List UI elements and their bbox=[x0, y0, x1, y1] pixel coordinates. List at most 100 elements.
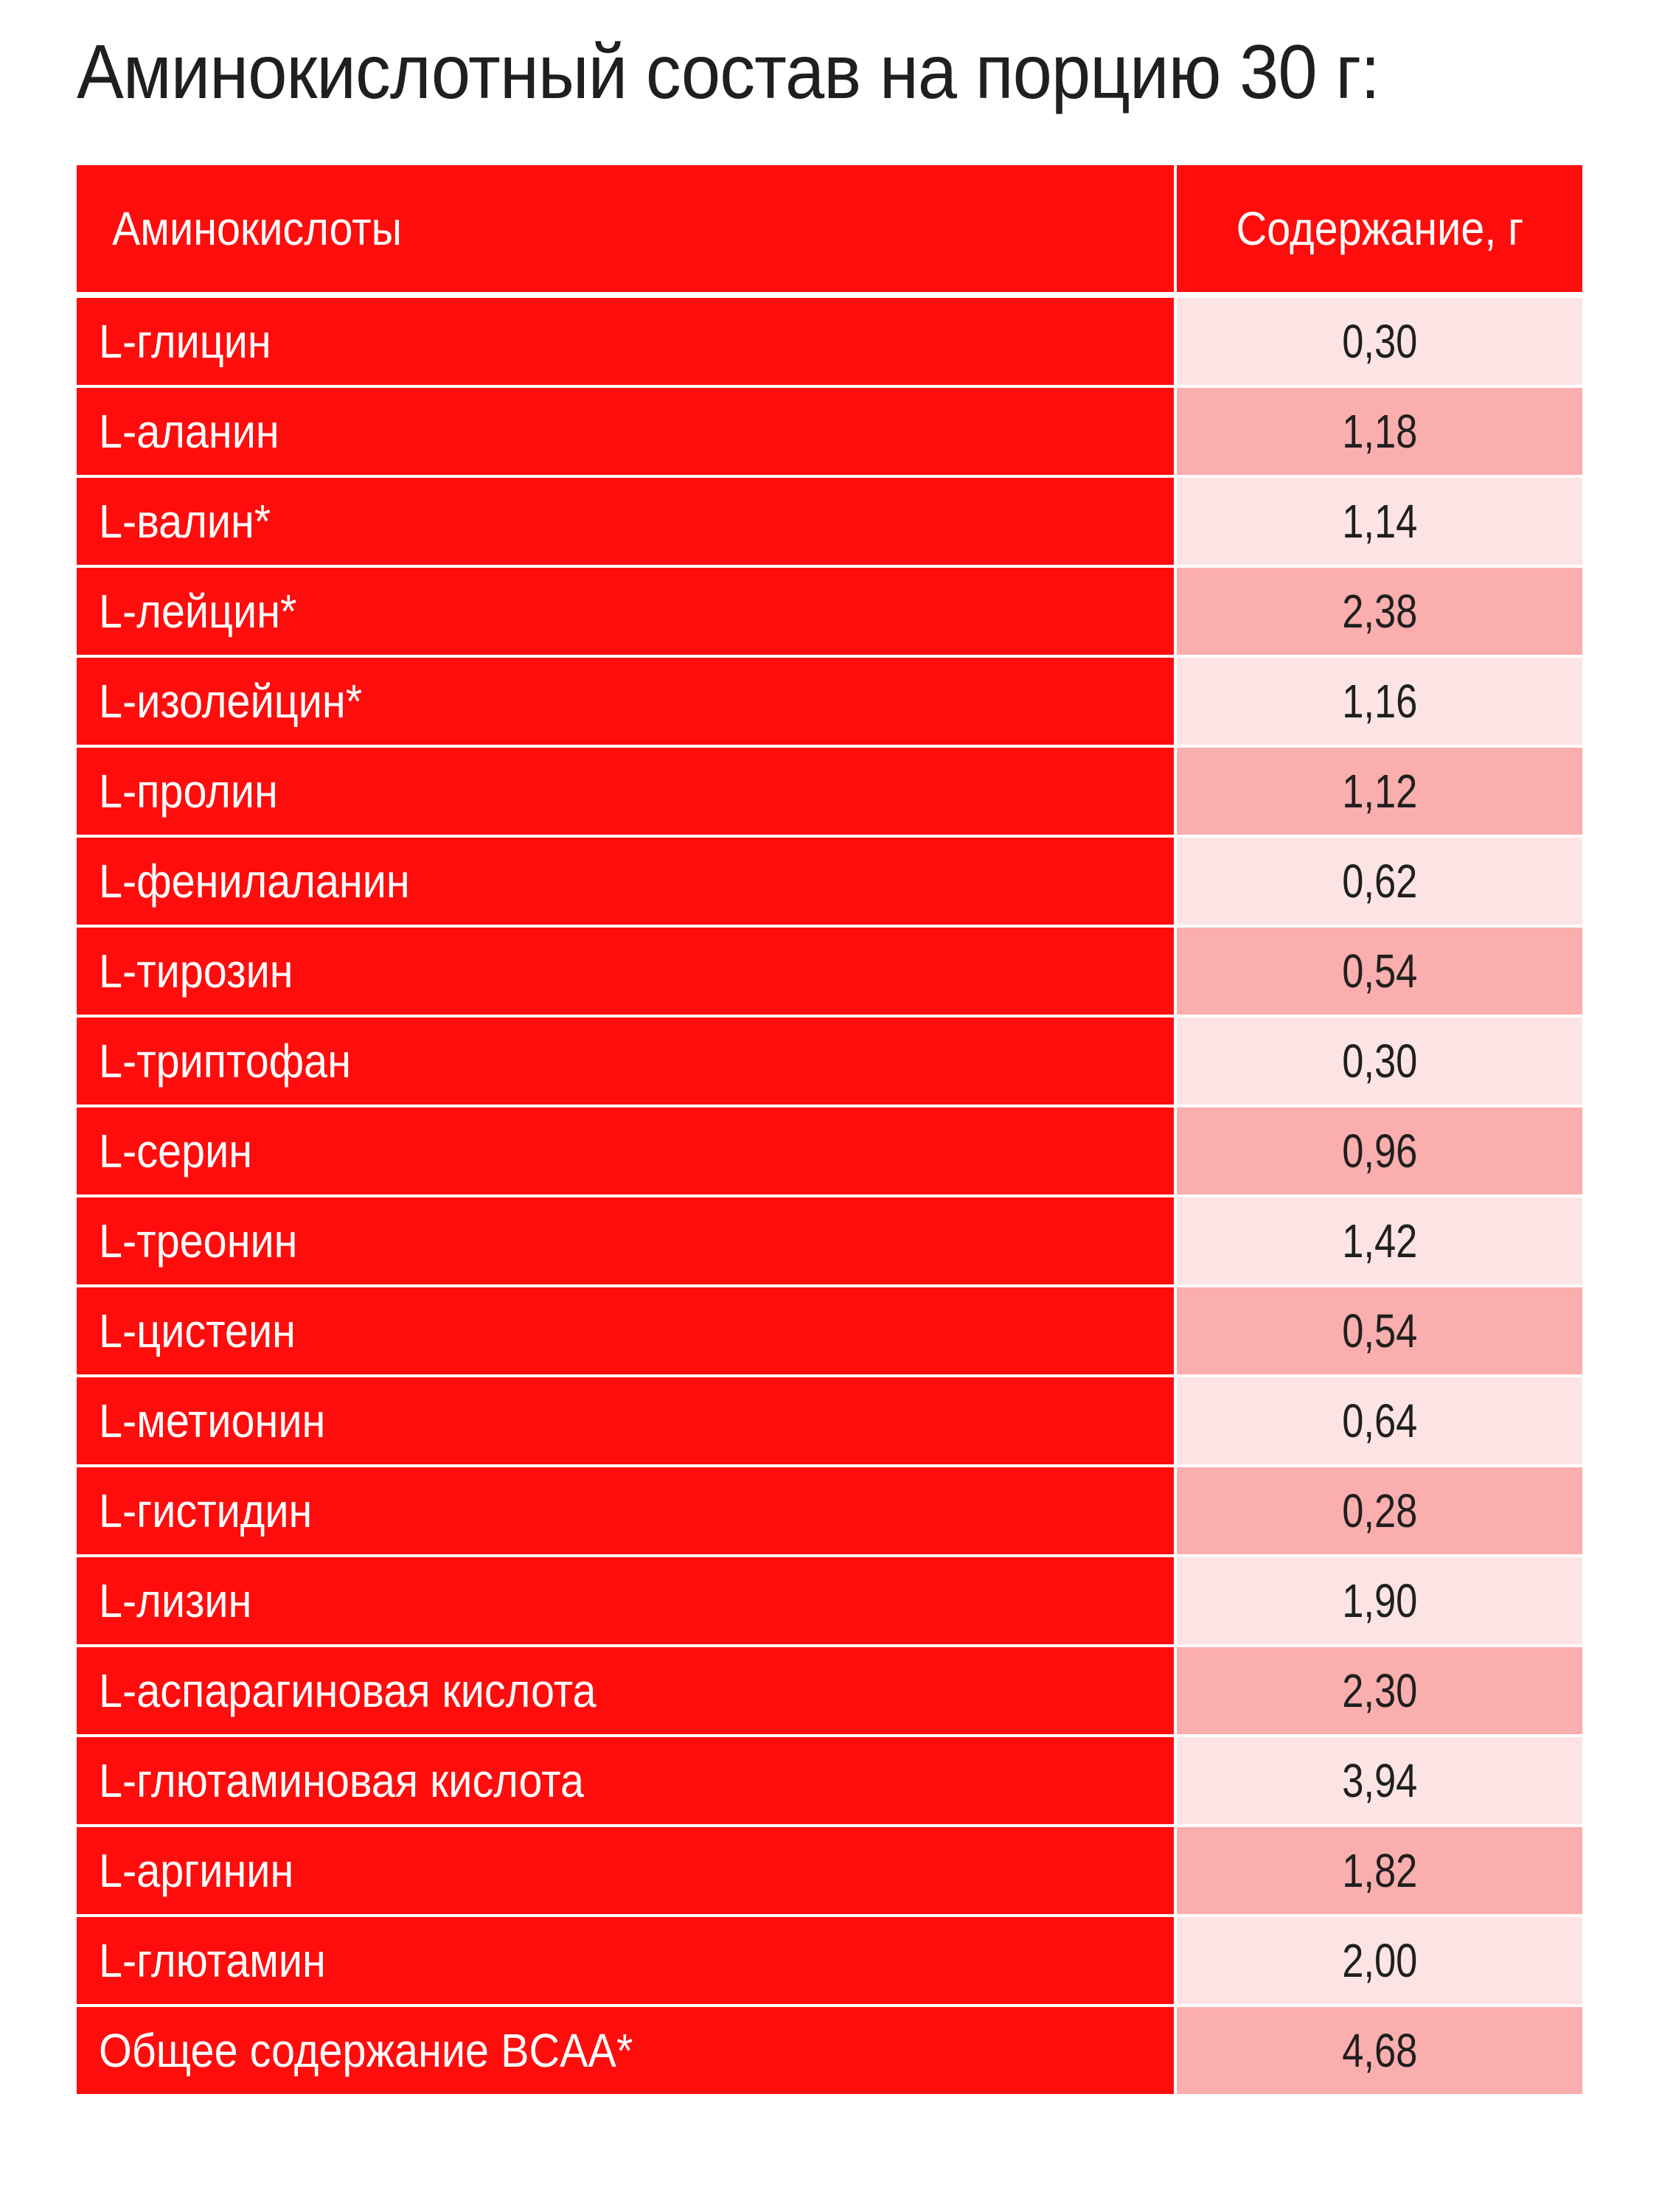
amino-acid-name: L-триптофан bbox=[99, 1034, 351, 1088]
amino-acid-value-cell: 1,12 bbox=[1177, 748, 1582, 835]
table-row: L-аспарагиновая кислота 2,30 bbox=[77, 1647, 1582, 1737]
amino-acid-name: Общее содержание BCAA* bbox=[99, 2024, 633, 2077]
table-row: L-аргинин 1,82 bbox=[77, 1827, 1582, 1917]
amino-acid-value: 3,94 bbox=[1341, 1754, 1418, 1807]
amino-acid-name-cell: L-треонин bbox=[77, 1197, 1177, 1284]
amino-acid-value-cell: 4,68 bbox=[1177, 2007, 1582, 2094]
amino-acid-value-cell: 0,62 bbox=[1177, 838, 1582, 925]
amino-acid-value-cell: 1,14 bbox=[1177, 478, 1582, 565]
amino-acid-name-cell: L-триптофан bbox=[77, 1018, 1177, 1105]
table-row: Общее содержание BCAA* 4,68 bbox=[77, 2007, 1582, 2097]
amino-acid-name: L-треонин bbox=[99, 1214, 298, 1267]
amino-acid-value-cell: 2,30 bbox=[1177, 1647, 1582, 1734]
amino-acid-name: L-серин bbox=[99, 1124, 253, 1178]
table-row: L-глютамин 2,00 bbox=[77, 1917, 1582, 2007]
amino-acid-value: 0,30 bbox=[1341, 315, 1418, 368]
amino-acid-name: L-фенилаланин bbox=[99, 855, 410, 908]
amino-acid-value-cell: 0,30 bbox=[1177, 298, 1582, 385]
amino-acid-name: L-валин* bbox=[99, 495, 271, 548]
amino-acid-value: 0,54 bbox=[1341, 1304, 1418, 1357]
amino-acid-name-cell: L-изолейцин* bbox=[77, 658, 1177, 745]
amino-acid-name-cell: L-метионин bbox=[77, 1377, 1177, 1464]
amino-acid-name: L-глютаминовая кислота bbox=[99, 1754, 585, 1807]
header-cell-content: Содержание, г bbox=[1177, 165, 1582, 292]
amino-acid-value-cell: 0,54 bbox=[1177, 1287, 1582, 1374]
amino-acid-value: 1,82 bbox=[1341, 1844, 1418, 1897]
amino-acid-value-cell: 0,30 bbox=[1177, 1018, 1582, 1105]
amino-acid-name-cell: L-гистидин bbox=[77, 1467, 1177, 1554]
amino-acid-name-cell: L-пролин bbox=[77, 748, 1177, 835]
amino-acid-value: 1,90 bbox=[1341, 1574, 1418, 1627]
table-row: L-серин 0,96 bbox=[77, 1107, 1582, 1197]
amino-acid-name-cell: L-глицин bbox=[77, 298, 1177, 385]
amino-acid-value: 1,16 bbox=[1341, 675, 1418, 728]
amino-acid-name: L-пролин bbox=[99, 765, 278, 818]
table-body: L-глицин 0,30 L-аланин 1,18 L-валин* 1,14 L-ле… bbox=[77, 298, 1582, 2097]
amino-acid-name: L-глицин bbox=[99, 315, 271, 368]
amino-acid-value: 2,38 bbox=[1341, 585, 1418, 638]
amino-acid-name-cell: L-фенилаланин bbox=[77, 838, 1177, 925]
table-row: L-триптофан 0,30 bbox=[77, 1018, 1582, 1107]
amino-acid-name: L-аспарагиновая кислота bbox=[99, 1664, 597, 1717]
amino-acid-value-cell: 1,42 bbox=[1177, 1197, 1582, 1284]
table-row: L-лизин 1,90 bbox=[77, 1557, 1582, 1647]
amino-acid-value: 0,64 bbox=[1341, 1394, 1418, 1447]
amino-acid-name-cell: L-глютамин bbox=[77, 1917, 1177, 2004]
amino-acid-value: 2,00 bbox=[1341, 1934, 1418, 1987]
amino-acid-name: L-тирозин bbox=[99, 945, 293, 998]
amino-acid-name-cell: L-цистеин bbox=[77, 1287, 1177, 1374]
header-cell-amino-acids: Аминокислоты bbox=[77, 165, 1177, 292]
amino-acid-name: L-лизин bbox=[99, 1574, 252, 1627]
amino-acid-value-cell: 3,94 bbox=[1177, 1737, 1582, 1824]
amino-acid-value-cell: 0,54 bbox=[1177, 928, 1582, 1015]
amino-acid-value: 0,62 bbox=[1341, 855, 1418, 908]
header-label-content: Содержание, г bbox=[1236, 202, 1523, 255]
amino-acid-name: L-аргинин bbox=[99, 1844, 294, 1897]
amino-acid-value: 1,18 bbox=[1341, 405, 1418, 458]
amino-acid-name: L-изолейцин* bbox=[99, 675, 363, 728]
amino-acid-name: L-гистидин bbox=[99, 1484, 313, 1537]
header-label-amino-acids: Аминокислоты bbox=[112, 202, 403, 255]
table-row: L-треонин 1,42 bbox=[77, 1197, 1582, 1287]
table-row: L-валин* 1,14 bbox=[77, 478, 1582, 568]
amino-acid-table: Аминокислоты Содержание, г L-глицин 0,30 L… bbox=[77, 165, 1582, 2097]
amino-acid-name: L-аланин bbox=[99, 405, 279, 458]
amino-acid-value-cell: 1,18 bbox=[1177, 388, 1582, 475]
amino-acid-name-cell: L-лизин bbox=[77, 1557, 1177, 1644]
amino-acid-value-cell: 2,38 bbox=[1177, 568, 1582, 655]
amino-acid-value-cell: 0,96 bbox=[1177, 1107, 1582, 1194]
amino-acid-value-cell: 1,90 bbox=[1177, 1557, 1582, 1644]
amino-acid-name: L-лейцин* bbox=[99, 585, 297, 638]
amino-acid-name-cell: L-валин* bbox=[77, 478, 1177, 565]
table-row: L-глютаминовая кислота 3,94 bbox=[77, 1737, 1582, 1827]
amino-acid-value-cell: 0,64 bbox=[1177, 1377, 1582, 1464]
amino-acid-name-cell: L-серин bbox=[77, 1107, 1177, 1194]
amino-acid-name-cell: Общее содержание BCAA* bbox=[77, 2007, 1177, 2094]
amino-acid-name: L-метионин bbox=[99, 1394, 326, 1447]
amino-acid-value-cell: 1,16 bbox=[1177, 658, 1582, 745]
amino-acid-name-cell: L-глютаминовая кислота bbox=[77, 1737, 1177, 1824]
amino-acid-name-cell: L-аспарагиновая кислота bbox=[77, 1647, 1177, 1734]
table-row: L-глицин 0,30 bbox=[77, 298, 1582, 388]
amino-acid-value: 4,68 bbox=[1341, 2024, 1418, 2077]
amino-acid-value: 2,30 bbox=[1341, 1664, 1418, 1717]
amino-acid-value-cell: 0,28 bbox=[1177, 1467, 1582, 1554]
amino-acid-value: 0,30 bbox=[1341, 1034, 1418, 1088]
amino-acid-value: 1,14 bbox=[1341, 495, 1418, 548]
amino-acid-name: L-цистеин bbox=[99, 1304, 296, 1357]
amino-acid-value-cell: 1,82 bbox=[1177, 1827, 1582, 1914]
table-row: L-гистидин 0,28 bbox=[77, 1467, 1582, 1557]
table-row: L-фенилаланин 0,62 bbox=[77, 838, 1582, 928]
amino-acid-value: 1,12 bbox=[1341, 765, 1418, 818]
amino-acid-name-cell: L-аргинин bbox=[77, 1827, 1177, 1914]
table-row: L-аланин 1,18 bbox=[77, 388, 1582, 478]
table-row: L-пролин 1,12 bbox=[77, 748, 1582, 838]
table-row: L-цистеин 0,54 bbox=[77, 1287, 1582, 1377]
amino-acid-value: 0,54 bbox=[1341, 945, 1418, 998]
amino-acid-name: L-глютамин bbox=[99, 1934, 326, 1987]
page-title: Аминокислотный состав на порцию 30 г: bbox=[77, 29, 1380, 115]
table-row: L-тирозин 0,54 bbox=[77, 928, 1582, 1018]
amino-acid-value: 0,96 bbox=[1341, 1124, 1418, 1178]
amino-acid-value: 1,42 bbox=[1341, 1214, 1418, 1267]
table-row: L-лейцин* 2,38 bbox=[77, 568, 1582, 658]
